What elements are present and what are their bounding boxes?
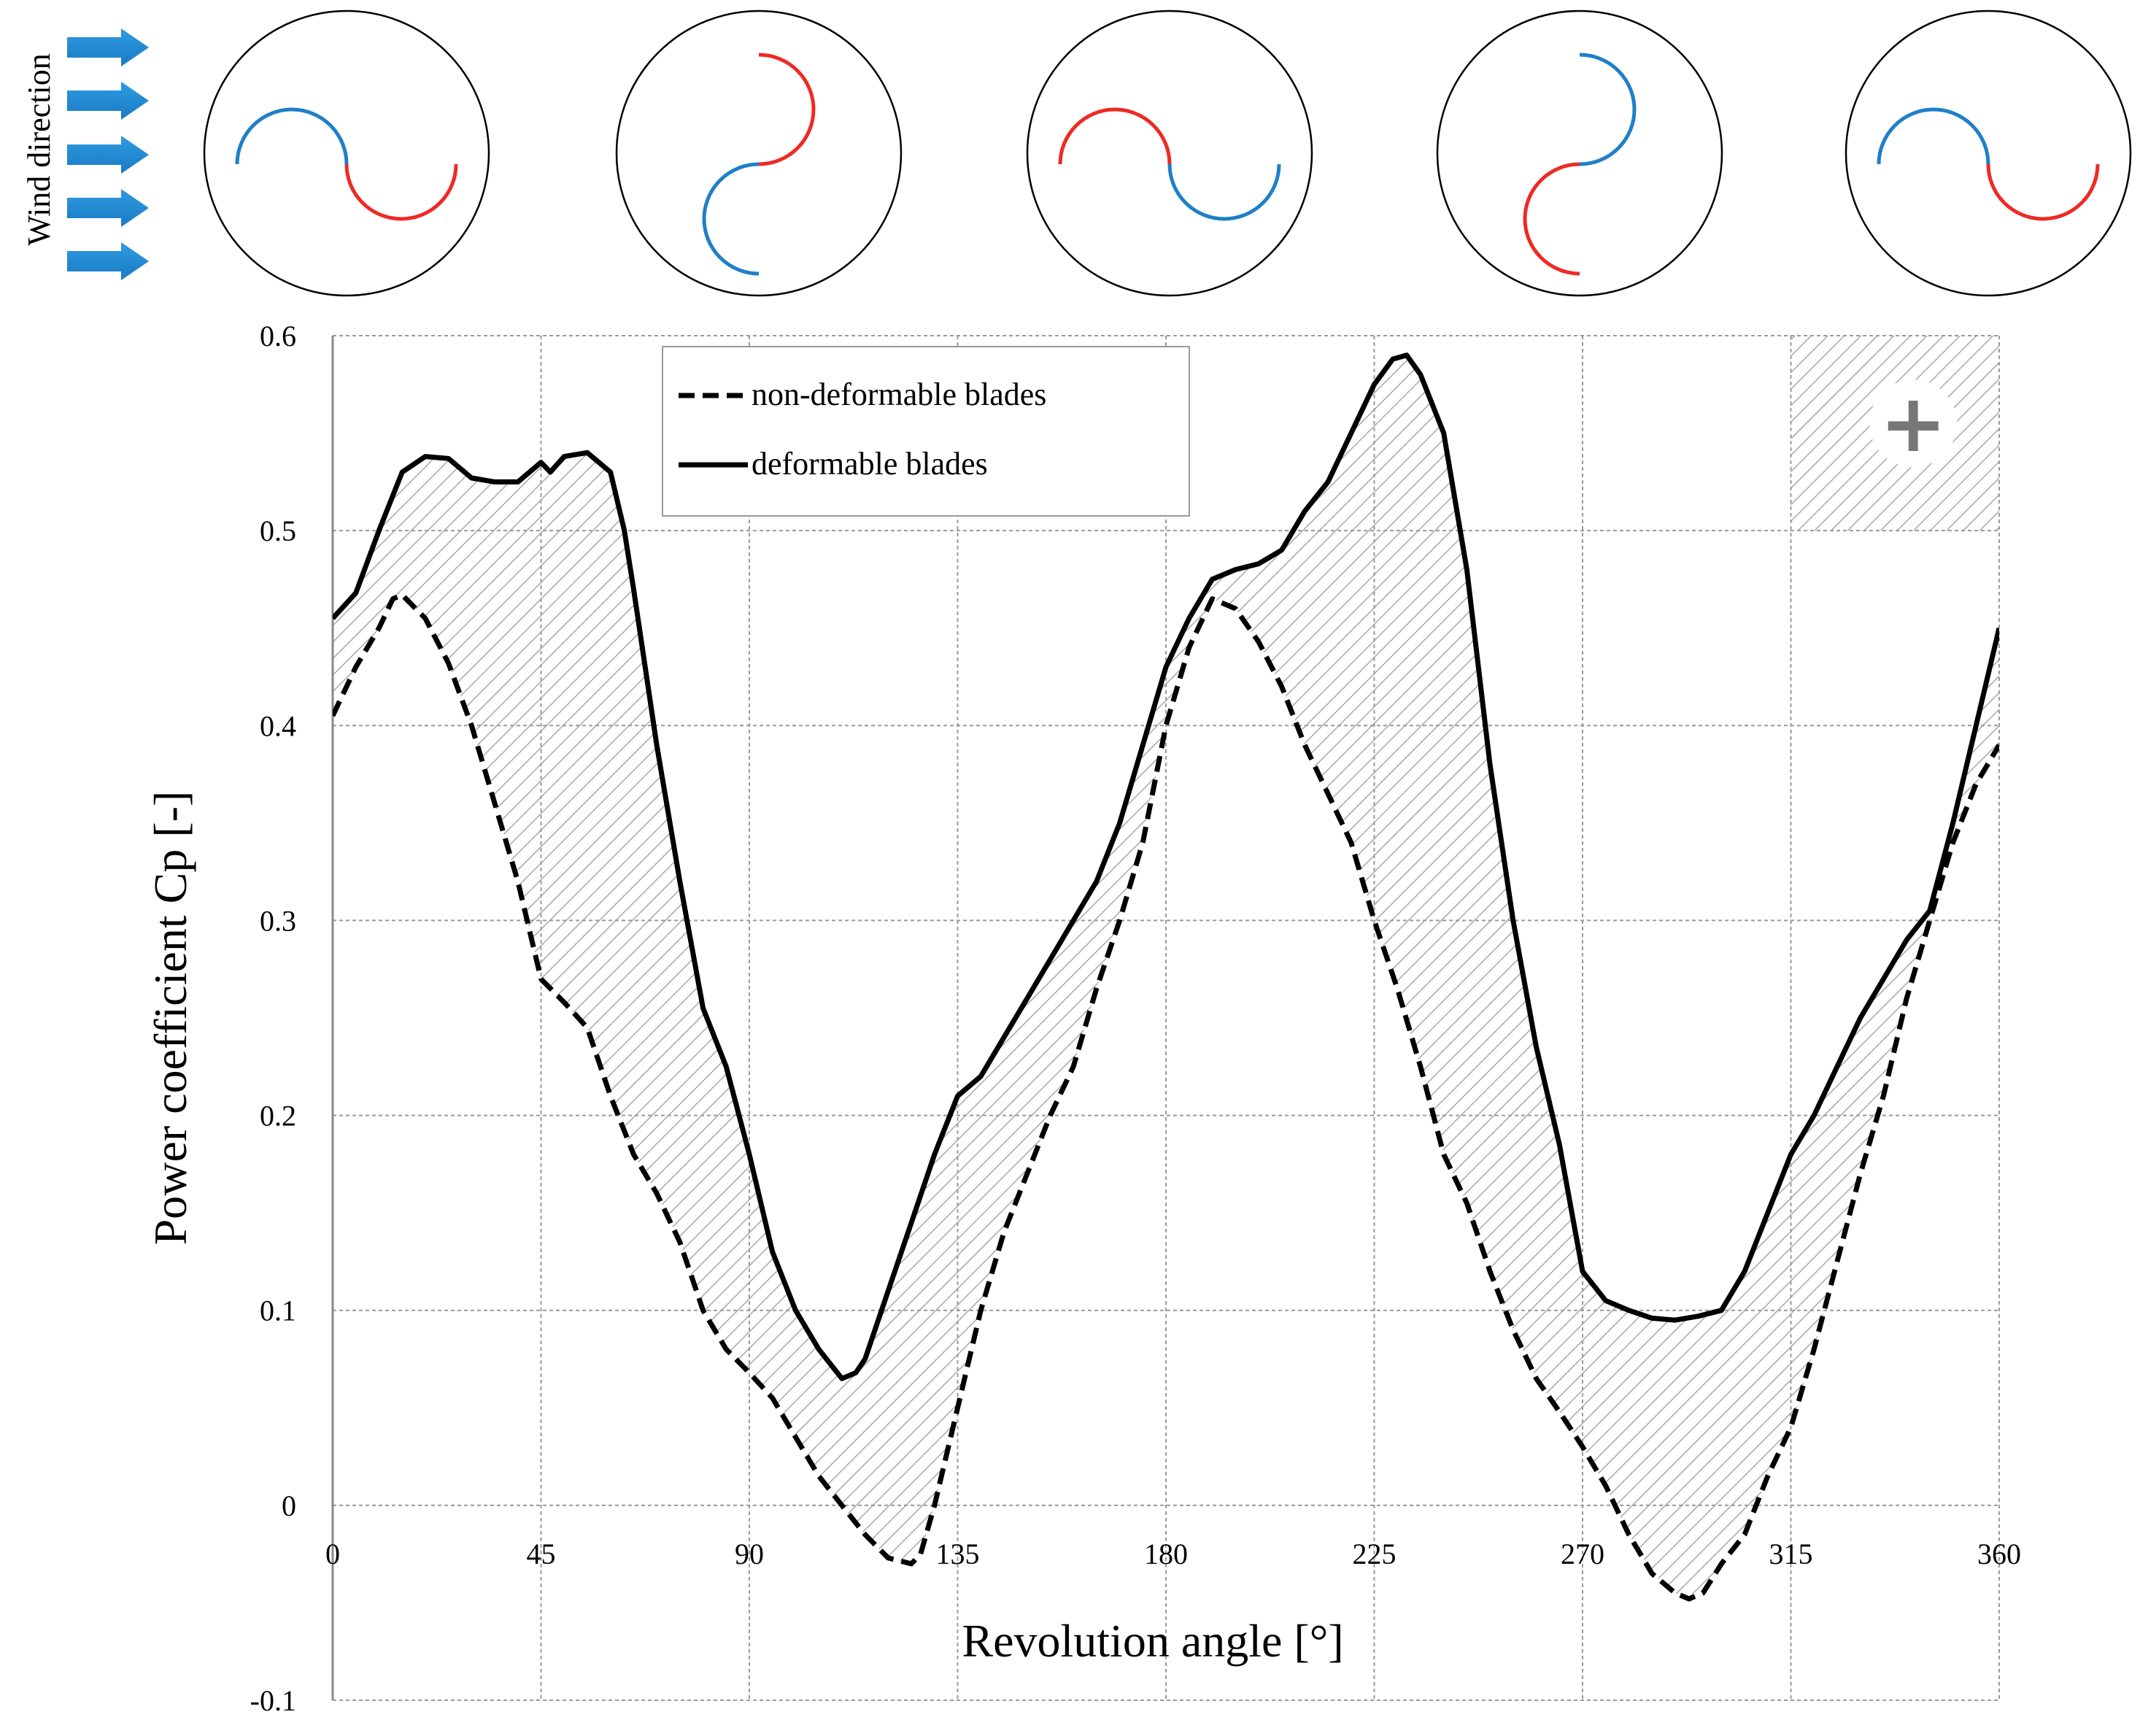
rotor-blades — [702, 53, 816, 276]
x-axis-title: Revolution angle [°] — [962, 1615, 1343, 1667]
blade-one — [702, 162, 760, 276]
blade-two — [1167, 163, 1281, 221]
rotor-diagram — [1026, 9, 1313, 297]
x-tick-label: 225 — [1353, 1538, 1397, 1570]
wind-arrow-icon — [67, 82, 149, 120]
rotor-diagram — [1436, 9, 1723, 297]
x-tick-labels: 0 45 90 135 180 225 270 315 360 — [325, 1538, 2021, 1570]
y-tick-labels: -0.1 0 0.1 0.2 0.3 0.4 0.5 0.6 — [250, 320, 296, 1717]
wind-arrows — [67, 28, 149, 280]
rotor-diagram — [1845, 9, 2132, 297]
legend-label-deformable: deformable blades — [752, 446, 988, 482]
rotor-blades — [235, 107, 458, 221]
chart: + 0 45 90 135 180 225 270 315 360 -0.1 0 0.1 0.2 0.3… — [144, 320, 2021, 1717]
rotor-diagram — [615, 9, 903, 297]
x-tick-label: 360 — [1977, 1538, 2021, 1570]
wind-arrow-icon — [67, 28, 149, 66]
blade-one — [1877, 107, 1990, 165]
wind-arrow-icon — [67, 189, 149, 227]
y-tick-label: 0.6 — [260, 320, 296, 352]
y-tick-label: 0.1 — [260, 1295, 296, 1327]
rotor-blades — [1058, 107, 1281, 221]
blade-two — [758, 53, 816, 166]
blade-two — [1579, 53, 1637, 166]
rotor-diagram — [203, 9, 490, 297]
legend-label-non-deformable: non-deformable blades — [752, 377, 1046, 412]
blade-one — [1058, 107, 1172, 165]
blade-one — [1523, 162, 1580, 276]
y-tick-label: 0.3 — [260, 904, 296, 937]
rotor-blades — [1523, 53, 1637, 276]
plus-region: + — [1791, 336, 1999, 531]
x-tick-label: 90 — [735, 1538, 764, 1570]
y-tick-label: 0.2 — [260, 1100, 296, 1133]
x-tick-label: 135 — [936, 1538, 980, 1570]
wind-arrow-icon — [67, 242, 149, 280]
rotor-outline — [615, 9, 903, 297]
rotor-blades — [1877, 107, 2100, 221]
rotor-diagrams — [203, 9, 2132, 297]
series-non-deformable-blades — [333, 592, 1999, 1602]
x-tick-label: 315 — [1769, 1538, 1813, 1570]
y-tick-label: 0 — [282, 1489, 296, 1522]
wind-arrow-icon — [67, 136, 149, 174]
y-tick-label: 0.4 — [260, 709, 296, 742]
blade-two — [344, 163, 458, 221]
wind-indicator: Wind direction — [21, 28, 149, 280]
rotor-outline — [1436, 9, 1723, 297]
legend: non-deformable blades deformable blades — [662, 346, 1190, 517]
x-tick-label: 180 — [1144, 1538, 1188, 1570]
plus-symbol: + — [1880, 377, 1947, 470]
x-tick-label: 45 — [527, 1538, 556, 1570]
y-axis-title: Power coefficient Cp [-] — [144, 791, 196, 1246]
y-tick-label: -0.1 — [250, 1684, 296, 1717]
blade-one — [235, 107, 349, 165]
series-deformable-blades — [333, 352, 1999, 1381]
x-tick-label: 270 — [1561, 1538, 1604, 1570]
blade-two — [1986, 163, 2100, 221]
x-tick-label: 0 — [325, 1538, 340, 1570]
y-tick-label: 0.5 — [260, 514, 296, 547]
wind-direction-label: Wind direction — [21, 53, 57, 245]
